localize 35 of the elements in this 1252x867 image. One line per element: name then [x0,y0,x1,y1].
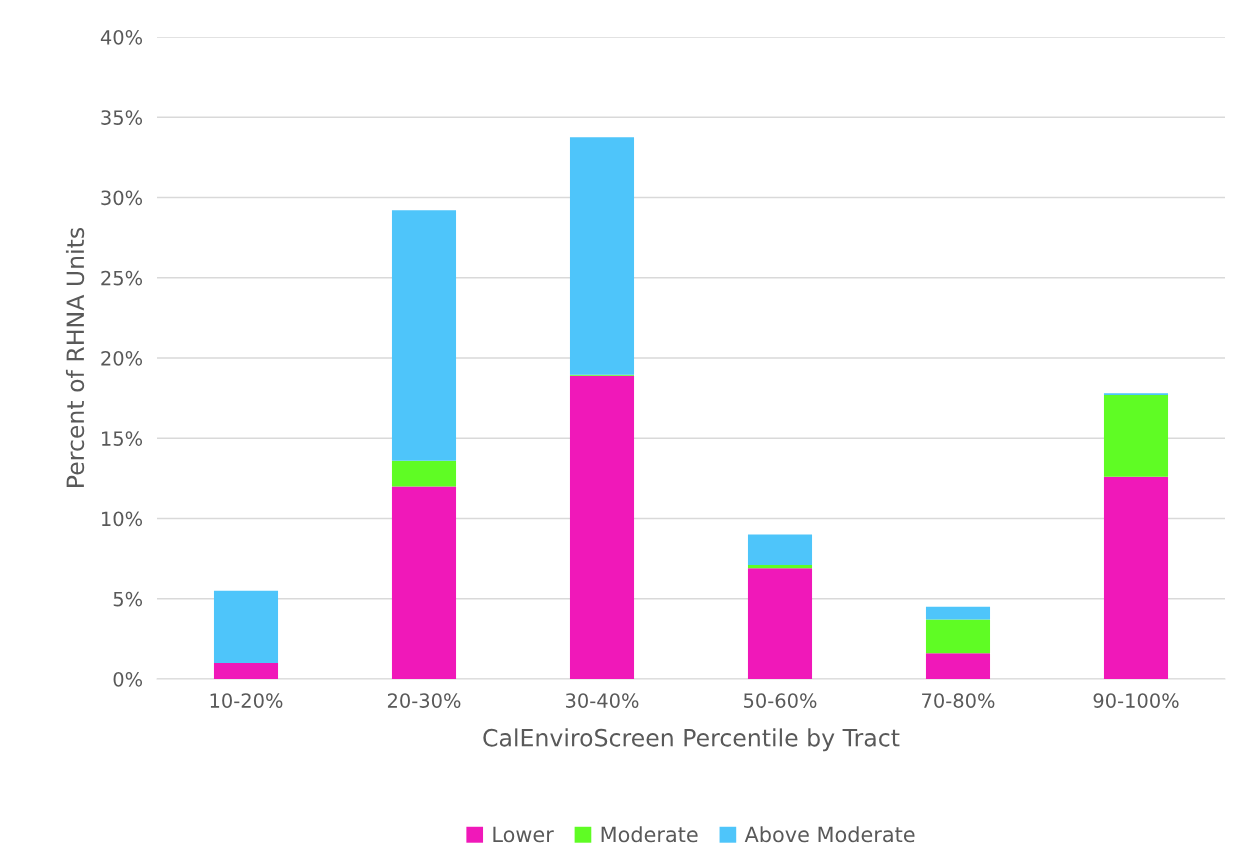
bar [925,653,991,679]
bar [747,568,813,679]
legend-label: Lower [493,826,554,843]
bar [213,662,279,679]
x-tick-label: 50-60% [744,693,817,708]
y-tick-label: 0% [113,671,143,687]
bar [925,606,991,620]
y-tick-label: 35% [101,110,143,125]
legend-label: Moderate [601,826,698,843]
bar [1103,476,1169,679]
y-tick-label: 10% [102,511,143,527]
y-tick-label: 5% [113,591,143,607]
x-tick-label: 90-100% [1093,693,1179,708]
y-tick-label: 15% [102,431,143,446]
bar [391,210,457,461]
bar [747,565,813,569]
bar [925,619,991,654]
x-tick-label: 20-30% [387,693,461,708]
bar [213,590,279,663]
y-tick-label: 30% [101,190,143,206]
bar [391,486,457,679]
bar [747,534,813,566]
x-tick-label: 30-40% [565,693,639,708]
legend-label: Above Moderate [744,826,915,843]
bar [1103,394,1169,477]
y-tick-label: 20% [101,350,143,366]
x-tick-label: 70-80% [922,693,995,708]
bar [569,137,635,375]
bar [391,460,457,487]
y-axis-title: Percent of RHNA Units [65,227,85,487]
x-axis-title: CalEnviroScreen Percentile by Tract [483,728,900,752]
y-tick-label: 40% [100,29,143,45]
bar [569,375,635,679]
y-tick-label: 25% [101,270,143,286]
x-tick-label: 10-20% [210,693,283,708]
